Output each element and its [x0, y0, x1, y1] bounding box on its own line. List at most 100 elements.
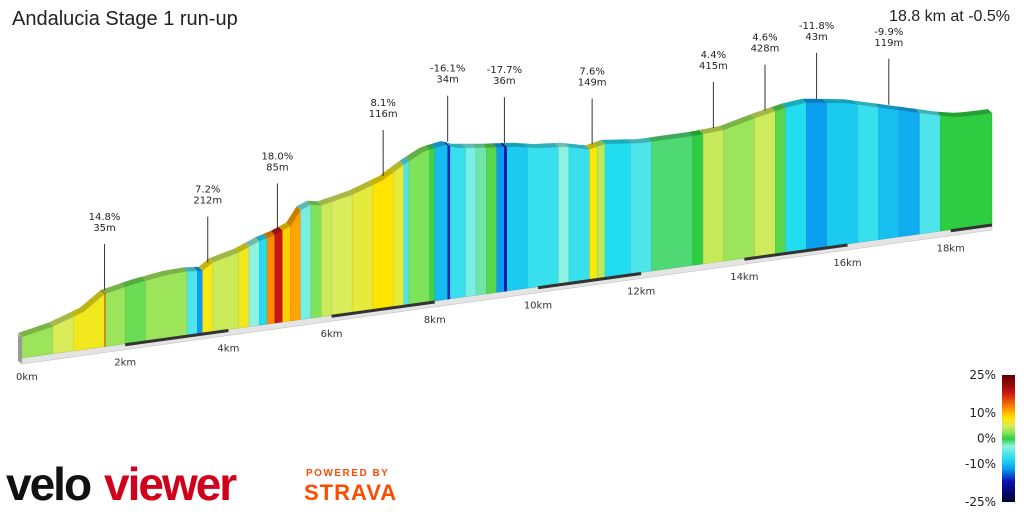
gradient-segment-top — [626, 137, 652, 144]
x-tick-label: 4km — [217, 343, 239, 354]
gradient-segment — [692, 133, 704, 266]
gradient-segment — [145, 271, 188, 342]
gradient-segment-top — [500, 143, 507, 148]
gradient-segment-top — [699, 126, 724, 134]
gradient-segment — [352, 184, 374, 313]
axis-band — [331, 300, 435, 318]
gradient-segment-top — [368, 168, 394, 185]
gradient-segment — [589, 146, 598, 280]
gradient-segment — [465, 147, 477, 297]
gradient-segment — [898, 109, 920, 238]
gradient-segment — [259, 237, 268, 326]
x-tick-label: 6km — [321, 329, 343, 340]
distance-axis: 0km 2km 4km 6km 8km 10km 12km 14km 16km 18km — [16, 223, 993, 383]
annotation-grade: -11.8% — [799, 21, 834, 32]
gradient-segment — [496, 146, 505, 293]
x-tick-label: 10km — [524, 301, 552, 312]
annotation-length: 116m — [369, 109, 398, 120]
gradient-segment — [651, 135, 693, 272]
gradient-segment — [105, 286, 126, 347]
gradient-segment — [266, 234, 275, 325]
gradient-segment — [857, 104, 879, 243]
gradient-segment-top — [771, 103, 786, 112]
logo-velo: velo — [6, 458, 91, 510]
gradient-segment-top — [503, 142, 528, 148]
gradient-segment — [597, 143, 606, 279]
gradient-segment — [186, 270, 198, 336]
gradient-segment-top — [822, 99, 858, 105]
annotation-length: 212m — [193, 196, 222, 207]
gradient-segment — [238, 246, 250, 329]
legend-label: 0% — [977, 432, 996, 446]
gradient-segment — [124, 280, 147, 344]
legend-label: 25% — [969, 368, 996, 382]
gradient-segment — [321, 201, 332, 317]
legend-colorbar — [1002, 375, 1015, 502]
gradient-segment — [197, 270, 203, 335]
annotation-grade: -9.9% — [874, 27, 903, 38]
gradient-segment — [475, 147, 487, 296]
gradient-segment-top — [296, 200, 311, 211]
annotation-grade: 14.8% — [89, 212, 121, 223]
gradient-segment — [310, 204, 322, 319]
x-tick-label: 8km — [424, 315, 446, 326]
gradient-segment-top — [936, 109, 992, 117]
annotation-grade: -16.1% — [430, 64, 465, 75]
gradient-segment-top — [461, 143, 476, 148]
axis-band — [124, 329, 229, 347]
gradient-segment-top — [647, 132, 693, 142]
gradient-segment — [403, 160, 410, 306]
annotation-grade: 4.4% — [701, 50, 726, 61]
gradient-segment-top — [69, 290, 105, 317]
profile-top-surface — [18, 98, 992, 337]
gradient-segment-top — [286, 206, 301, 227]
annotation-length: 85m — [266, 162, 288, 173]
chart-title: Andalucia Stage 1 run-up — [12, 8, 238, 30]
gradient-annotations: 14.8%35m 7.2%212m 18.0%85m 8.1%116m -16.1%34… — [89, 21, 903, 291]
gradient-segment-top — [234, 242, 249, 253]
gradient-segment-top — [472, 143, 487, 148]
gradient-segment — [568, 146, 590, 283]
annotation-grade: 7.2% — [195, 185, 220, 196]
gradient-segment — [282, 226, 291, 323]
gradient-segment-top — [895, 106, 920, 113]
gradient-segment-top — [141, 267, 188, 281]
gradient-segment — [940, 112, 993, 232]
gradient-segment-top — [255, 234, 268, 242]
gradient-segment — [504, 146, 508, 292]
gradient-segment-top — [49, 312, 74, 327]
profile-start-cap — [18, 334, 22, 364]
gradient-segment-top — [183, 267, 198, 272]
gradient-segment — [434, 144, 448, 302]
gradient-segment-top — [781, 98, 807, 108]
gradient-segment-top — [306, 200, 322, 206]
gradient-segment — [372, 171, 394, 310]
gradient-segment — [300, 204, 312, 320]
annotation-grade: 7.6% — [579, 66, 604, 77]
gradient-segment — [826, 102, 859, 248]
gradient-segment-top — [593, 139, 605, 147]
gradient-segment — [429, 147, 435, 302]
gradient-segment — [775, 107, 786, 255]
annotation-length: 119m — [874, 38, 903, 49]
gradient-segment — [486, 147, 497, 295]
gradient-legend: 25% 10% 0% -10% -25% — [965, 368, 1015, 509]
route-summary: 18.8 km at -0.5% — [889, 8, 1010, 25]
annotation-grade: 18.0% — [262, 151, 294, 162]
gradient-segment-top — [193, 266, 203, 271]
gradient-segment — [527, 146, 559, 289]
gradient-segment-top — [405, 145, 430, 162]
gradient-segment-top — [263, 230, 275, 238]
annotation-length: 43m — [805, 32, 827, 43]
gradient-segment — [558, 146, 570, 285]
gradient-segment-top — [564, 143, 590, 150]
gradient-segment — [878, 107, 900, 240]
x-tick-label: 14km — [730, 272, 758, 283]
gradient-segment — [447, 145, 451, 300]
gradient-segment-top — [750, 107, 776, 119]
gradient-segment-top — [327, 190, 353, 202]
x-tick-label: 16km — [833, 258, 861, 269]
annotation-length: 35m — [93, 223, 115, 234]
gradient-segment — [604, 143, 631, 278]
gradient-segment-top — [874, 103, 900, 111]
